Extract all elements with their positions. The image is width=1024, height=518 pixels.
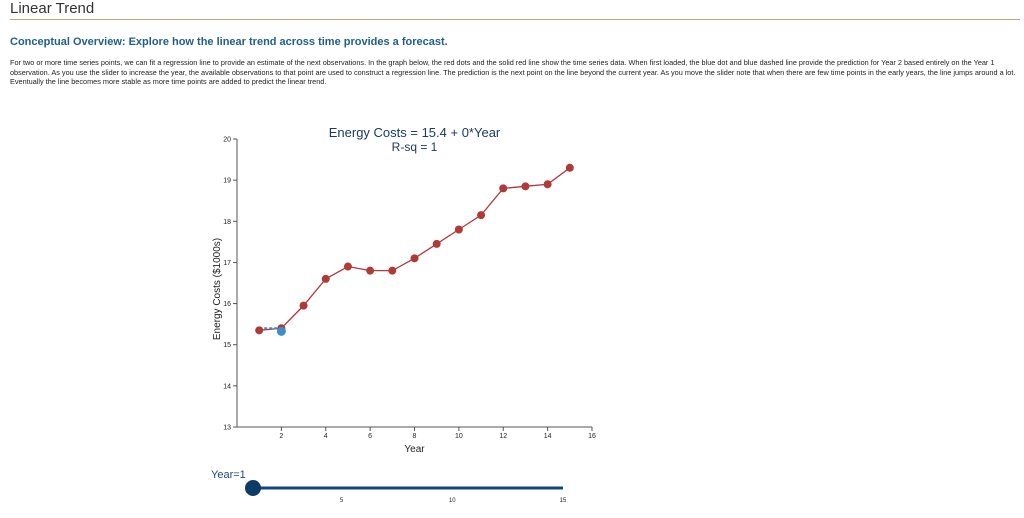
data-point [565,163,574,172]
data-point [432,239,441,248]
y-tick-label: 19 [223,178,231,185]
data-point [521,182,530,191]
y-axis-label: Energy Costs ($1000s) [212,238,223,340]
year-slider-tick-label: 5 [340,498,344,504]
data-point [543,180,552,189]
x-axis-label: Year [404,444,425,455]
y-tick-label: 20 [223,137,231,144]
title-divider [10,19,1020,20]
x-tick-label: 10 [455,433,463,440]
chart-title: Energy Costs = 15.4 + 0*Year [329,125,501,140]
y-tick-label: 13 [223,425,231,432]
year-slider-tick-label: 15 [560,498,567,504]
data-point [299,301,308,310]
x-tick-label: 12 [499,433,507,440]
x-tick-label: 6 [368,433,372,440]
data-point [499,184,508,193]
intro-paragraph: For two or more time series points, we c… [10,58,1016,86]
data-point [477,211,486,220]
x-tick-label: 14 [544,433,552,440]
data-point [366,266,375,275]
y-tick-label: 18 [223,219,231,226]
x-tick-label: 2 [279,433,283,440]
data-point [410,254,419,263]
page-title: Linear Trend [10,0,95,17]
year-slider-tick-label: 10 [449,498,456,504]
data-point [255,326,264,335]
y-tick-label: 15 [223,342,231,349]
y-tick-label: 14 [223,383,231,390]
data-point [454,225,463,234]
year-slider-handle[interactable] [245,480,261,496]
data-point [388,266,397,275]
prediction-point [276,326,286,336]
y-tick-label: 17 [223,260,231,267]
chart-rsq: R-sq = 1 [392,140,438,154]
x-tick-label: 4 [324,433,328,440]
x-tick-label: 8 [413,433,417,440]
x-tick-label: 16 [588,433,596,440]
data-point [343,262,352,271]
year-slider-label: Year=1 [211,469,246,481]
page-subtitle: Conceptual Overview: Explore how the lin… [10,36,448,48]
data-point [321,274,330,283]
y-tick-label: 16 [223,301,231,308]
